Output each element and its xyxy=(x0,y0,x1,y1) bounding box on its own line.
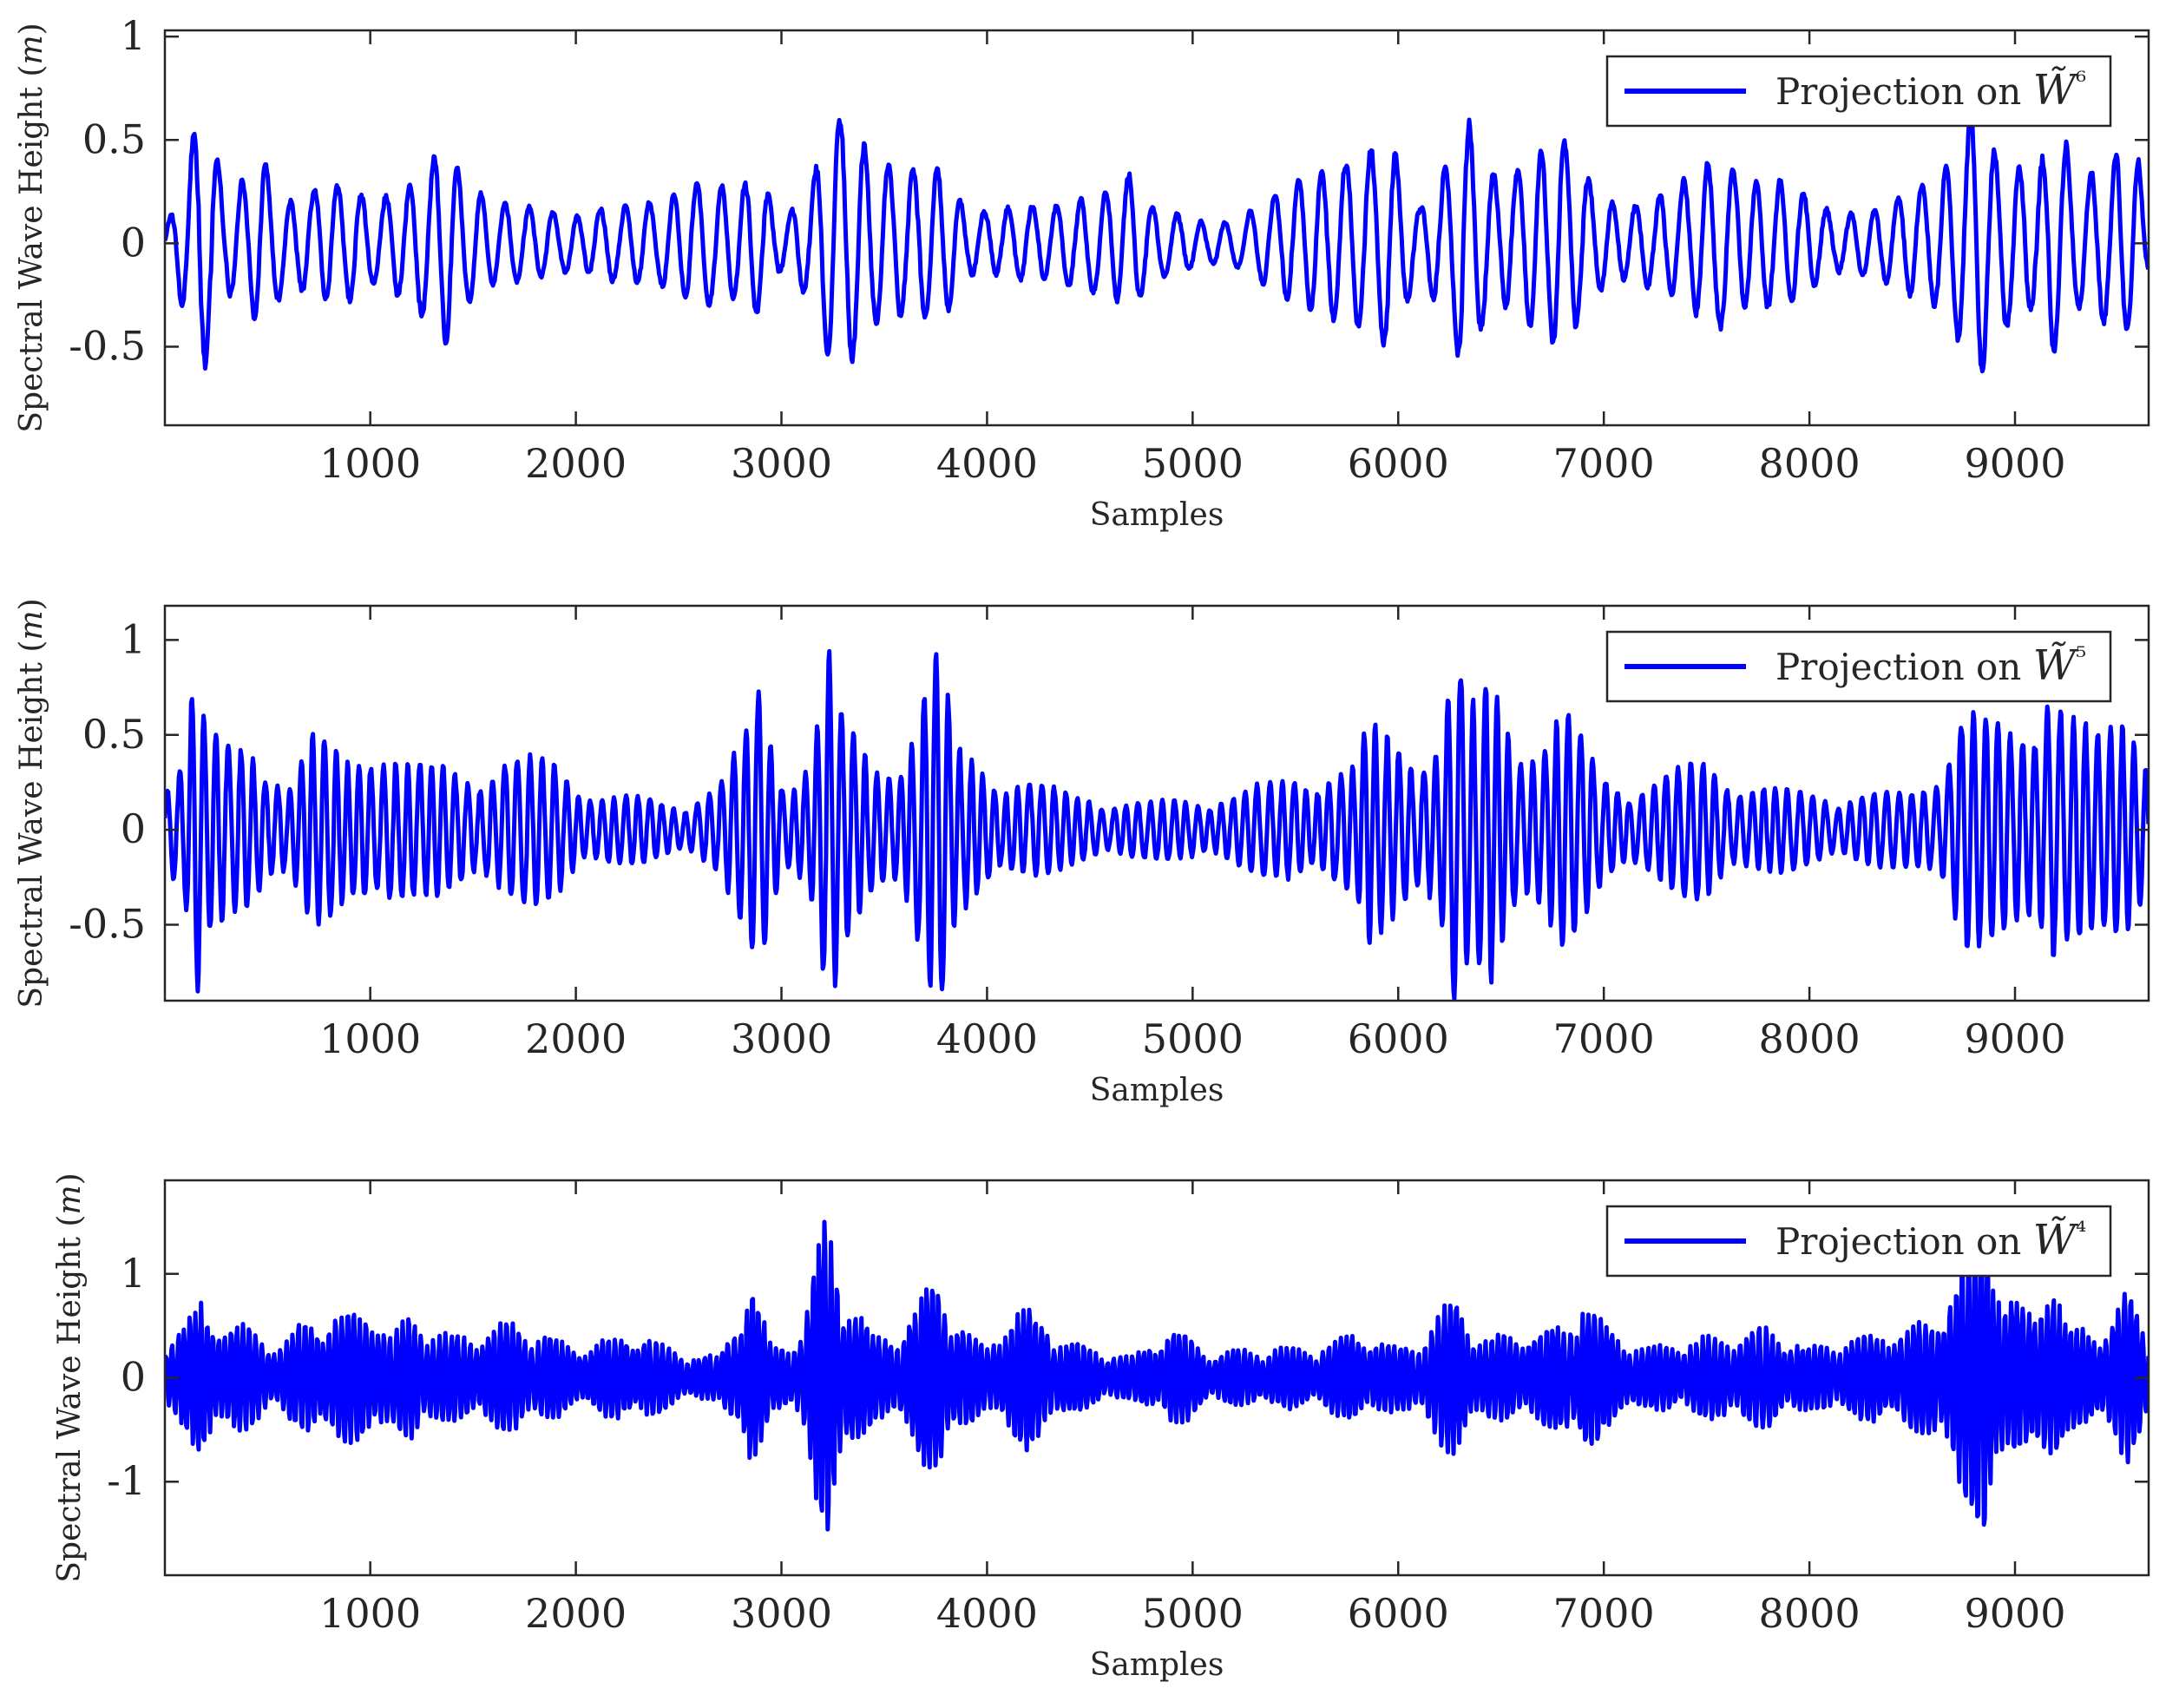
axes-box xyxy=(163,29,2150,427)
x-tick-label: 4000 xyxy=(936,440,1038,487)
subplot-1: 1000 2000 3000 4000 5000 6000 7000 8000 9000 -0.5… xyxy=(14,12,2150,533)
y-tick-label: -0.5 xyxy=(69,322,146,369)
x-tick-label: 1000 xyxy=(319,440,421,487)
series-line-2 xyxy=(165,648,2149,1001)
x-tick-label: 9000 xyxy=(1964,1590,2065,1637)
x-tick-label: 6000 xyxy=(1348,1590,1449,1637)
x-tick-label: 8000 xyxy=(1759,1590,1861,1637)
y-tick-label: 1 xyxy=(121,12,146,59)
legend-label: Projection on W̃⁵ xyxy=(1775,640,2086,690)
x-tick-label: 5000 xyxy=(1142,1015,1244,1062)
x-tick-label: 5000 xyxy=(1142,1590,1244,1637)
y-axis-label: Spectral Wave Height (m) xyxy=(14,598,49,1008)
x-axis-label: Samples xyxy=(1090,1073,1224,1108)
x-tick-label: 7000 xyxy=(1553,1015,1655,1062)
y-tick-label: 0 xyxy=(121,1354,146,1401)
x-tick-label: 2000 xyxy=(525,1590,627,1637)
x-tick-label: 6000 xyxy=(1348,1015,1449,1062)
y-tick-label: 0.5 xyxy=(82,711,146,758)
y-axis-label: Spectral Wave Height (m) xyxy=(52,1173,88,1582)
legend: Projection on W̃⁴ xyxy=(1605,1205,2112,1278)
x-tick-label: 1000 xyxy=(319,1590,421,1637)
y-tick-label: 1 xyxy=(121,615,146,662)
y-tick-label: 0.5 xyxy=(82,115,146,162)
x-tick-label: 4000 xyxy=(936,1590,1038,1637)
legend-label: Projection on W̃⁶ xyxy=(1775,64,2086,115)
x-axis-label: Samples xyxy=(1090,497,1224,533)
y-tick-label: 0 xyxy=(121,805,146,852)
y-tick-label: -0.5 xyxy=(69,901,146,948)
subplot-2: 1000 2000 3000 4000 5000 6000 7000 8000 9000 -0.5… xyxy=(14,598,2150,1108)
x-tick-label: 9000 xyxy=(1964,1015,2065,1062)
x-tick-label: 2000 xyxy=(525,440,627,487)
x-tick-label: 1000 xyxy=(319,1015,421,1062)
x-tick-label: 2000 xyxy=(525,1015,627,1062)
x-tick-label: 3000 xyxy=(731,440,832,487)
y-tick-label: 1 xyxy=(121,1250,146,1297)
subplot-3: 1000 2000 3000 4000 5000 6000 7000 8000 9000 -1 0 1… xyxy=(52,1173,2150,1683)
x-tick-label: 8000 xyxy=(1759,1015,1861,1062)
y-tick-label: -1 xyxy=(107,1457,146,1504)
x-tick-label: 6000 xyxy=(1348,440,1449,487)
legend: Projection on W̃⁵ xyxy=(1605,630,2112,703)
x-tick-label: 7000 xyxy=(1553,1590,1655,1637)
x-tick-label: 5000 xyxy=(1142,440,1244,487)
x-tick-label: 7000 xyxy=(1553,440,1655,487)
x-tick-label: 3000 xyxy=(731,1015,832,1062)
series-line-3 xyxy=(165,1219,2149,1532)
x-axis-label: Samples xyxy=(1090,1647,1224,1683)
axes-box xyxy=(163,604,2150,1002)
legend-label: Projection on W̃⁴ xyxy=(1775,1214,2086,1265)
x-tick-label: 8000 xyxy=(1759,440,1861,487)
y-tick-label: 0 xyxy=(121,219,146,266)
x-tick-label: 4000 xyxy=(936,1015,1038,1062)
y-axis-label: Spectral Wave Height (m) xyxy=(14,23,49,432)
x-tick-label: 9000 xyxy=(1964,440,2065,487)
x-tick-label: 3000 xyxy=(731,1590,832,1637)
legend: Projection on W̃⁶ xyxy=(1605,55,2112,128)
series-line-1 xyxy=(165,111,2149,374)
